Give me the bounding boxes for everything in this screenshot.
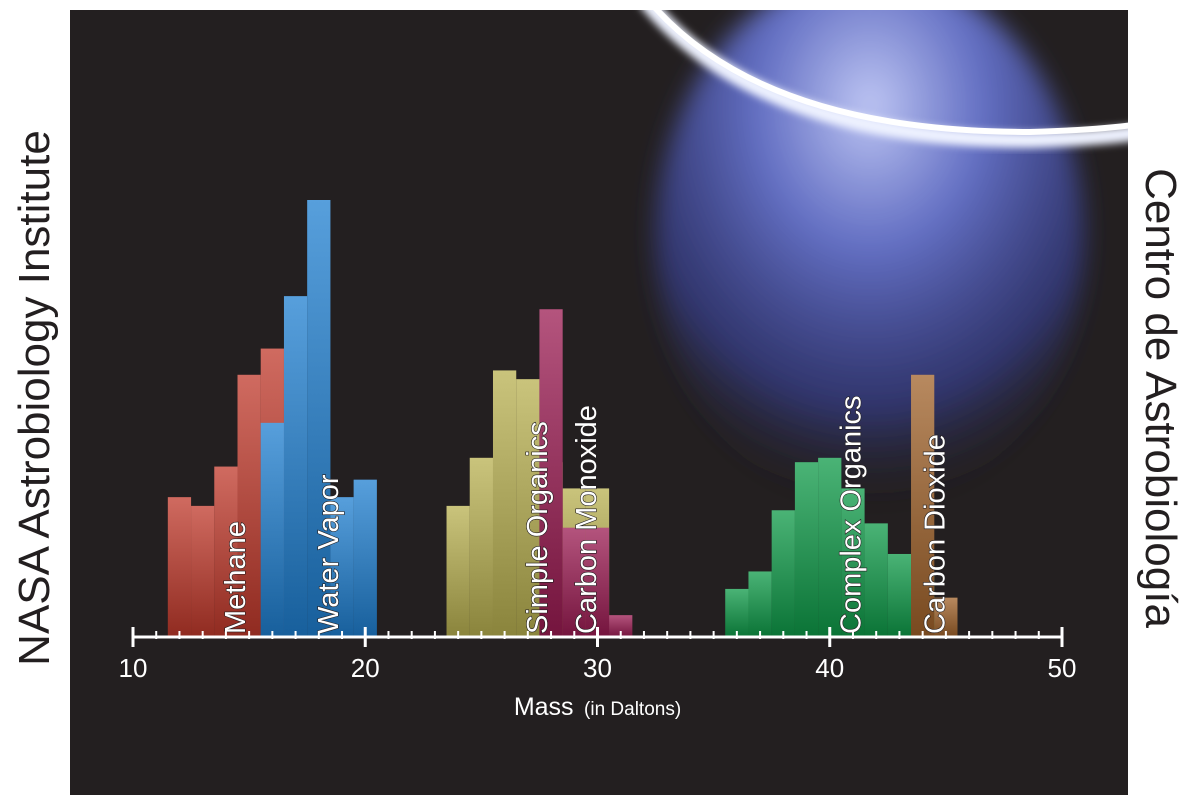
x-axis-label-unit: (in Daltons) — [584, 699, 681, 720]
bar-shade-water-vapor-1 — [283, 296, 308, 637]
label-complex-organics: Complex Organics — [836, 395, 868, 634]
x-tick-label-40: 40 — [815, 653, 844, 683]
bar-shade-carbon-dioxide-1 — [934, 597, 958, 637]
moon-limb — [643, 10, 1128, 149]
bar-shade-methane-3 — [237, 374, 261, 637]
series-carbon-dioxide — [911, 374, 958, 637]
x-axis: 10 20 30 40 50 — [119, 627, 1077, 683]
bar-shade-water-vapor-4 — [353, 479, 377, 637]
series-carbon-monoxide — [539, 309, 633, 637]
bar-shade-carbon-monoxide-1 — [562, 527, 586, 637]
bar-shade-simple-organics-3 — [516, 379, 540, 637]
bar-shade-carbon-dioxide-0 — [911, 374, 935, 637]
right-side-label: Centro de Astrobiología — [1136, 168, 1185, 628]
label-carbon-monoxide: Carbon Monoxide — [571, 405, 603, 634]
series-labels: Methane Water Vapor Simple Organics Carbon … — [220, 395, 952, 635]
x-tick-label-30: 30 — [583, 653, 612, 683]
bar-shade-complex-organics-1 — [748, 571, 772, 637]
bar-shade-complex-organics-5 — [841, 488, 865, 637]
bar-shade-carbon-monoxide-2 — [585, 527, 610, 637]
x-axis-label-main: Mass — [514, 693, 574, 721]
bar-shade-water-vapor-2 — [307, 200, 331, 637]
label-carbon-dioxide: Carbon Dioxide — [919, 434, 951, 634]
bar-shade-methane-2 — [214, 466, 238, 637]
bar-shade-water-vapor-0 — [260, 422, 284, 637]
bar-shade-complex-organics-4 — [818, 457, 842, 637]
x-tick-label-20: 20 — [351, 653, 380, 683]
x-tick-label-50: 50 — [1048, 653, 1077, 683]
mass-spectrum-chart: Methane Water Vapor Simple Organics Carbon … — [119, 10, 1128, 721]
x-axis-label: Mass (in Daltons) — [514, 693, 681, 721]
bar-shade-complex-organics-0 — [725, 588, 749, 637]
left-side-label: NASA Astrobiology Institute — [10, 130, 59, 666]
label-water-vapor: Water Vapor — [313, 474, 345, 634]
bar-shade-simple-organics-2 — [492, 370, 517, 637]
chart-panel: Methane Water Vapor Simple Organics Carbon … — [70, 10, 1128, 795]
bar-shade-complex-organics-3 — [794, 462, 819, 637]
series-water-vapor — [260, 200, 377, 637]
bar-shade-carbon-monoxide-0 — [539, 309, 563, 637]
label-simple-organics: Simple Organics — [522, 421, 554, 634]
x-tick-label-10: 10 — [119, 653, 148, 683]
plume-image — [643, 10, 1128, 510]
bar-shade-methane-0 — [167, 497, 192, 637]
moon-limb-core — [653, 10, 1128, 136]
plume-glow — [655, 10, 1085, 510]
bar-shade-complex-organics-6 — [864, 523, 888, 637]
label-methane: Methane — [220, 521, 252, 634]
bar-shade-complex-organics-7 — [887, 553, 912, 637]
bar-shade-simple-organics-0 — [446, 505, 470, 637]
histogram-bars — [167, 200, 958, 637]
bar-shade-methane-1 — [191, 505, 215, 637]
bar-shade-complex-organics-2 — [771, 510, 795, 637]
bar-shade-carbon-monoxide-3 — [609, 615, 633, 637]
bar-shade-simple-organics-1 — [469, 457, 493, 637]
bar-shade-water-vapor-3 — [330, 497, 354, 637]
